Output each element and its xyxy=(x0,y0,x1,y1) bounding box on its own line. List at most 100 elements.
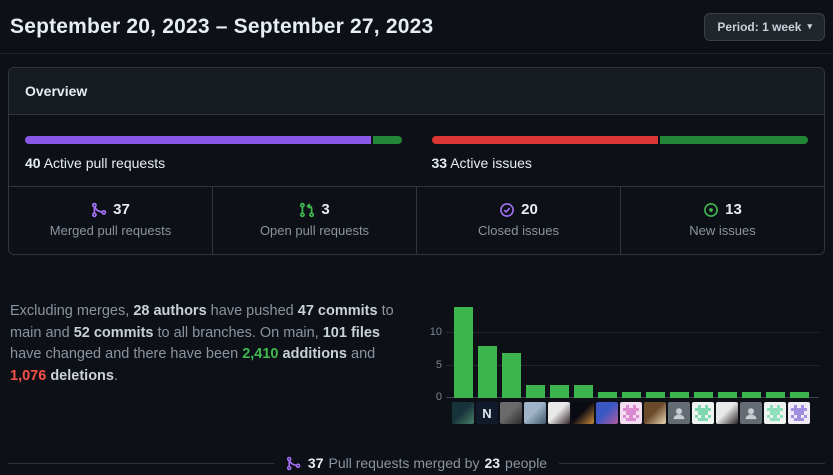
author-avatar-1[interactable] xyxy=(452,402,474,424)
stat-count: 3 xyxy=(213,201,416,218)
summary-segment: to main and xyxy=(10,303,394,341)
author-avatar-13[interactable] xyxy=(740,402,762,424)
commit-bar-2 xyxy=(478,346,497,398)
divider-line-left xyxy=(8,462,274,464)
stat-label[interactable]: Open pull requests xyxy=(259,223,370,238)
merged-pull-requests-footer: 37 Pull requests merged by 23 people xyxy=(0,455,833,471)
identicon-pattern xyxy=(767,405,783,421)
author-avatar-14[interactable] xyxy=(764,402,786,424)
git-merge-icon xyxy=(91,202,107,218)
active-issues-segment-1 xyxy=(660,136,808,144)
summary-segment: 101 files xyxy=(322,324,380,341)
summary-segment: 28 authors xyxy=(133,303,207,319)
commit-bar-6 xyxy=(574,385,593,398)
commit-bar-3 xyxy=(502,352,521,398)
stat-label[interactable]: Merged pull requests xyxy=(49,223,172,238)
issue-opened-icon xyxy=(703,202,719,218)
overview-card: Overview 40 Active pull requests 33 Activ… xyxy=(8,67,825,255)
chevron-down-icon: ▾ xyxy=(807,21,812,31)
commit-bar-7 xyxy=(598,391,617,398)
identicon-pattern xyxy=(791,405,807,421)
commit-bar-14 xyxy=(766,391,785,398)
summary-segment: 1,076 xyxy=(10,367,47,384)
commits-per-author-chart: N 0 5 10 xyxy=(420,301,825,433)
git-pull-request-icon xyxy=(299,202,315,218)
summary-segment: additions xyxy=(282,346,347,362)
gridline-5 xyxy=(446,364,819,366)
merged-summary-text: 37 Pull requests merged by 23 people xyxy=(286,455,547,471)
footer-segment: Pull requests merged by xyxy=(328,455,480,471)
date-range-title: September 20, 2023 – September 27, 2023 xyxy=(10,14,434,38)
author-avatar-4[interactable] xyxy=(524,402,546,424)
active-issues-segment-0 xyxy=(431,136,659,144)
stat-count: 37 xyxy=(9,201,212,218)
summary-segment: Excluding merges, xyxy=(10,303,134,319)
summary-segment: 47 commits xyxy=(297,303,378,319)
author-avatar-8[interactable] xyxy=(620,402,642,424)
stat-open-pull-requests[interactable]: 3 Open pull requests xyxy=(213,187,417,254)
octocat-icon xyxy=(673,408,685,420)
commit-bar-9 xyxy=(646,391,665,398)
author-avatar-15[interactable] xyxy=(788,402,810,424)
commit-bar-12 xyxy=(718,391,737,398)
footer-segment: 23 xyxy=(484,455,501,471)
author-avatar-2[interactable]: N xyxy=(476,402,498,424)
author-avatar-9[interactable] xyxy=(644,402,666,424)
stat-merged-pull-requests[interactable]: 37 Merged pull requests xyxy=(9,187,213,254)
period-selector-label: Period: 1 week xyxy=(717,19,802,34)
commit-summary-text: Excluding merges, 28 authors have pushed… xyxy=(10,301,408,433)
author-avatar-10[interactable] xyxy=(668,402,690,424)
stat-label[interactable]: Closed issues xyxy=(478,223,559,238)
period-selector-button[interactable]: Period: 1 week ▾ xyxy=(704,12,825,41)
footer-segment: 37 xyxy=(307,455,324,471)
commit-bar-11 xyxy=(694,391,713,398)
summary-segment: and xyxy=(346,346,376,362)
identicon-pattern xyxy=(695,405,711,421)
y-axis-tick-0: 0 xyxy=(435,391,442,403)
author-avatar-5[interactable] xyxy=(548,402,570,424)
identicon-pattern xyxy=(623,405,639,421)
gridline-10 xyxy=(446,332,819,334)
author-avatars-row: N xyxy=(452,402,810,424)
git-merge-icon xyxy=(286,456,301,471)
stat-new-issues[interactable]: 13 New issues xyxy=(621,187,824,254)
summary-segment: have changed and there have been xyxy=(10,346,243,362)
activity-meters: 40 Active pull requests 33 Active issues xyxy=(9,115,824,186)
active-issues-label: 33 Active issues xyxy=(431,155,532,171)
summary-segment: . xyxy=(113,367,119,384)
stat-closed-issues[interactable]: 20 Closed issues xyxy=(417,187,621,254)
summary-segment: to all branches. On main, xyxy=(153,324,323,341)
commit-bar-1 xyxy=(454,307,473,398)
summary-segment: 2,410 xyxy=(242,346,279,362)
main-row: Excluding merges, 28 authors have pushed… xyxy=(0,301,833,433)
author-avatar-6[interactable] xyxy=(572,402,594,424)
author-avatar-7[interactable] xyxy=(596,402,618,424)
footer-segment: people xyxy=(505,455,548,471)
author-avatar-11[interactable] xyxy=(692,402,714,424)
author-avatar-12[interactable] xyxy=(716,402,738,424)
active-pull-requests-progress-bar xyxy=(25,136,402,144)
summary-segment: have pushed xyxy=(206,303,298,319)
stat-label[interactable]: New issues xyxy=(689,223,756,238)
commit-bar-4 xyxy=(526,385,545,398)
author-avatar-3[interactable] xyxy=(500,402,522,424)
commit-bar-13 xyxy=(742,391,761,398)
commit-bar-10 xyxy=(670,391,689,398)
y-axis-tick-10: 10 xyxy=(429,326,442,339)
active-issues-meter: 33 Active issues xyxy=(431,136,808,171)
summary-segment: 52 commits xyxy=(73,324,154,341)
octocat-icon xyxy=(745,408,757,420)
active-issues-progress-bar xyxy=(431,136,808,144)
stats-row: 37 Merged pull requests 3 Open pull request… xyxy=(9,186,824,254)
stat-count: 20 xyxy=(417,201,620,218)
divider-line-right xyxy=(559,462,826,464)
active-pull-requests-meter: 40 Active pull requests xyxy=(25,136,402,171)
page-header: September 20, 2023 – September 27, 2023 … xyxy=(0,0,833,54)
y-axis-tick-5: 5 xyxy=(435,358,442,371)
chart-bars xyxy=(454,301,809,398)
active-pull-requests-label: 40 Active pull requests xyxy=(25,155,166,171)
active-pull-requests-segment-1 xyxy=(373,136,402,144)
stat-count: 13 xyxy=(621,201,824,218)
active-pull-requests-segment-0 xyxy=(25,136,372,144)
avatar-letter: N xyxy=(482,405,492,421)
